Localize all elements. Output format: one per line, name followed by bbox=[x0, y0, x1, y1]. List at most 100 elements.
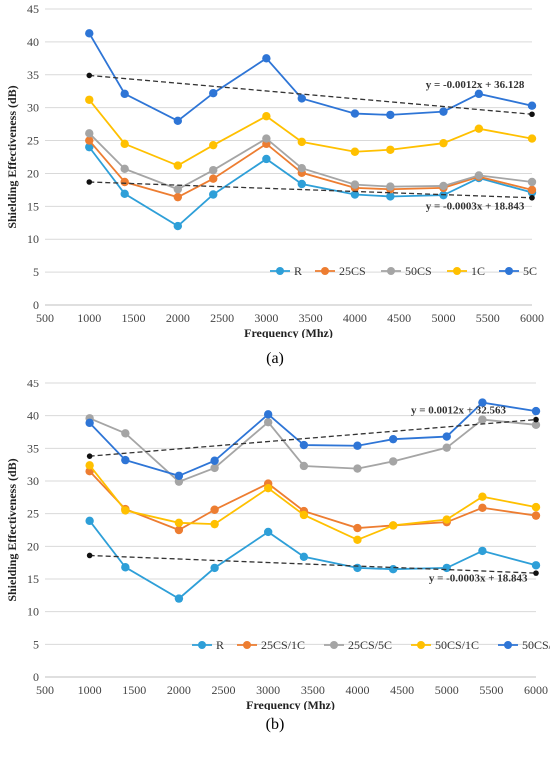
data-point bbox=[531, 561, 541, 570]
data-point bbox=[527, 134, 537, 143]
y-tick-label: 35 bbox=[27, 68, 39, 82]
trendline-endpoint bbox=[86, 72, 93, 79]
x-axis-title: Frequency (Mhz) bbox=[246, 698, 335, 710]
legend-label: 50CS/1C bbox=[435, 638, 479, 652]
series-line bbox=[88, 139, 533, 199]
data-point bbox=[173, 192, 183, 202]
data-point bbox=[353, 464, 362, 473]
y-axis-title: Shielding Effectiveness (dB) bbox=[5, 458, 19, 601]
y-tick-label: 5 bbox=[33, 265, 39, 279]
legend-swatch-marker bbox=[504, 641, 512, 649]
data-point bbox=[120, 139, 129, 149]
legend-swatch-marker bbox=[243, 641, 251, 649]
legend-swatch-marker bbox=[321, 267, 329, 275]
data-point bbox=[120, 89, 129, 99]
data-point bbox=[299, 440, 309, 450]
data-point bbox=[173, 185, 183, 194]
data-point bbox=[299, 461, 309, 471]
data-point bbox=[439, 107, 448, 116]
series-line bbox=[88, 464, 537, 541]
data-point bbox=[120, 177, 129, 187]
data-point bbox=[210, 505, 219, 514]
data-point bbox=[386, 145, 395, 154]
data-point bbox=[210, 563, 219, 573]
trendline bbox=[89, 554, 537, 574]
legend-label: 50CS bbox=[405, 264, 432, 278]
y-tick-label: 0 bbox=[33, 298, 39, 312]
x-tick-label: 5000 bbox=[431, 311, 455, 325]
x-tick-label: 1500 bbox=[122, 311, 146, 325]
data-point bbox=[386, 110, 395, 120]
data-point bbox=[350, 190, 360, 199]
data-point bbox=[388, 457, 398, 466]
x-tick-label: 4000 bbox=[343, 311, 367, 325]
y-tick-label: 20 bbox=[27, 166, 39, 180]
y-tick-label: 35 bbox=[27, 441, 39, 455]
trendline bbox=[89, 181, 533, 199]
y-tick-label: 10 bbox=[27, 605, 39, 619]
x-tick-label: 5000 bbox=[435, 683, 459, 697]
x-tick-label: 2500 bbox=[210, 311, 234, 325]
data-point bbox=[85, 142, 94, 152]
data-point bbox=[85, 129, 94, 138]
data-point bbox=[353, 563, 362, 573]
chart-b: 0 5 10 15 20 25 30 35 40 45 500 1000 1500 2000 2500 300… bbox=[5, 376, 550, 712]
x-tick-label: 500 bbox=[36, 683, 54, 697]
trendline-endpoint bbox=[533, 570, 539, 576]
y-tick-label: 40 bbox=[27, 409, 39, 423]
data-point bbox=[263, 527, 273, 537]
x-tick-label: 4500 bbox=[387, 311, 411, 325]
data-point bbox=[209, 140, 218, 150]
y-tick-label: 15 bbox=[27, 199, 39, 213]
data-point bbox=[263, 483, 273, 493]
series-line bbox=[89, 417, 537, 483]
data-point bbox=[439, 181, 448, 191]
x-tick-label: 3500 bbox=[299, 311, 323, 325]
data-point bbox=[210, 519, 219, 529]
data-point bbox=[262, 112, 271, 121]
data-point bbox=[173, 161, 183, 170]
data-point bbox=[350, 109, 360, 118]
y-tick-label: 10 bbox=[27, 232, 39, 246]
y-tick-label: 25 bbox=[27, 507, 39, 521]
x-tick-label: 3000 bbox=[256, 683, 280, 697]
x-tick-label: 3500 bbox=[301, 683, 325, 697]
trendline bbox=[89, 74, 533, 115]
x-tick-label: 2500 bbox=[212, 683, 236, 697]
data-point bbox=[527, 185, 537, 195]
data-point bbox=[350, 180, 360, 189]
data-point bbox=[442, 563, 451, 573]
data-point bbox=[262, 154, 271, 164]
data-point bbox=[173, 116, 183, 126]
data-point bbox=[297, 94, 306, 103]
data-point bbox=[531, 406, 541, 416]
data-point bbox=[209, 174, 218, 183]
caption-a: (a) bbox=[266, 350, 284, 367]
data-point bbox=[478, 546, 487, 556]
series-line bbox=[88, 520, 537, 600]
trendline-equation: y = -0.0003x + 18.843 bbox=[426, 201, 525, 213]
data-point bbox=[85, 136, 94, 145]
data-point bbox=[474, 89, 484, 99]
data-point bbox=[353, 441, 362, 450]
x-tick-label: 4000 bbox=[345, 683, 369, 697]
data-point bbox=[85, 29, 94, 38]
data-point bbox=[85, 516, 94, 526]
trendline-endpoint bbox=[86, 179, 93, 185]
data-point bbox=[388, 521, 398, 530]
x-tick-label: 1500 bbox=[122, 683, 146, 697]
y-tick-label: 30 bbox=[27, 474, 39, 488]
data-point bbox=[478, 398, 487, 407]
data-point bbox=[209, 165, 218, 175]
trendline-endpoint bbox=[86, 453, 93, 459]
trendline-endpoint bbox=[86, 552, 93, 559]
data-point bbox=[388, 565, 398, 574]
data-point bbox=[350, 147, 360, 156]
data-point bbox=[121, 506, 130, 515]
x-tick-label: 6000 bbox=[524, 683, 548, 697]
data-point bbox=[474, 171, 484, 180]
x-tick-label: 3000 bbox=[254, 311, 278, 325]
legend-label: 25CS bbox=[339, 264, 366, 278]
data-point bbox=[531, 420, 541, 430]
data-point bbox=[263, 418, 273, 427]
